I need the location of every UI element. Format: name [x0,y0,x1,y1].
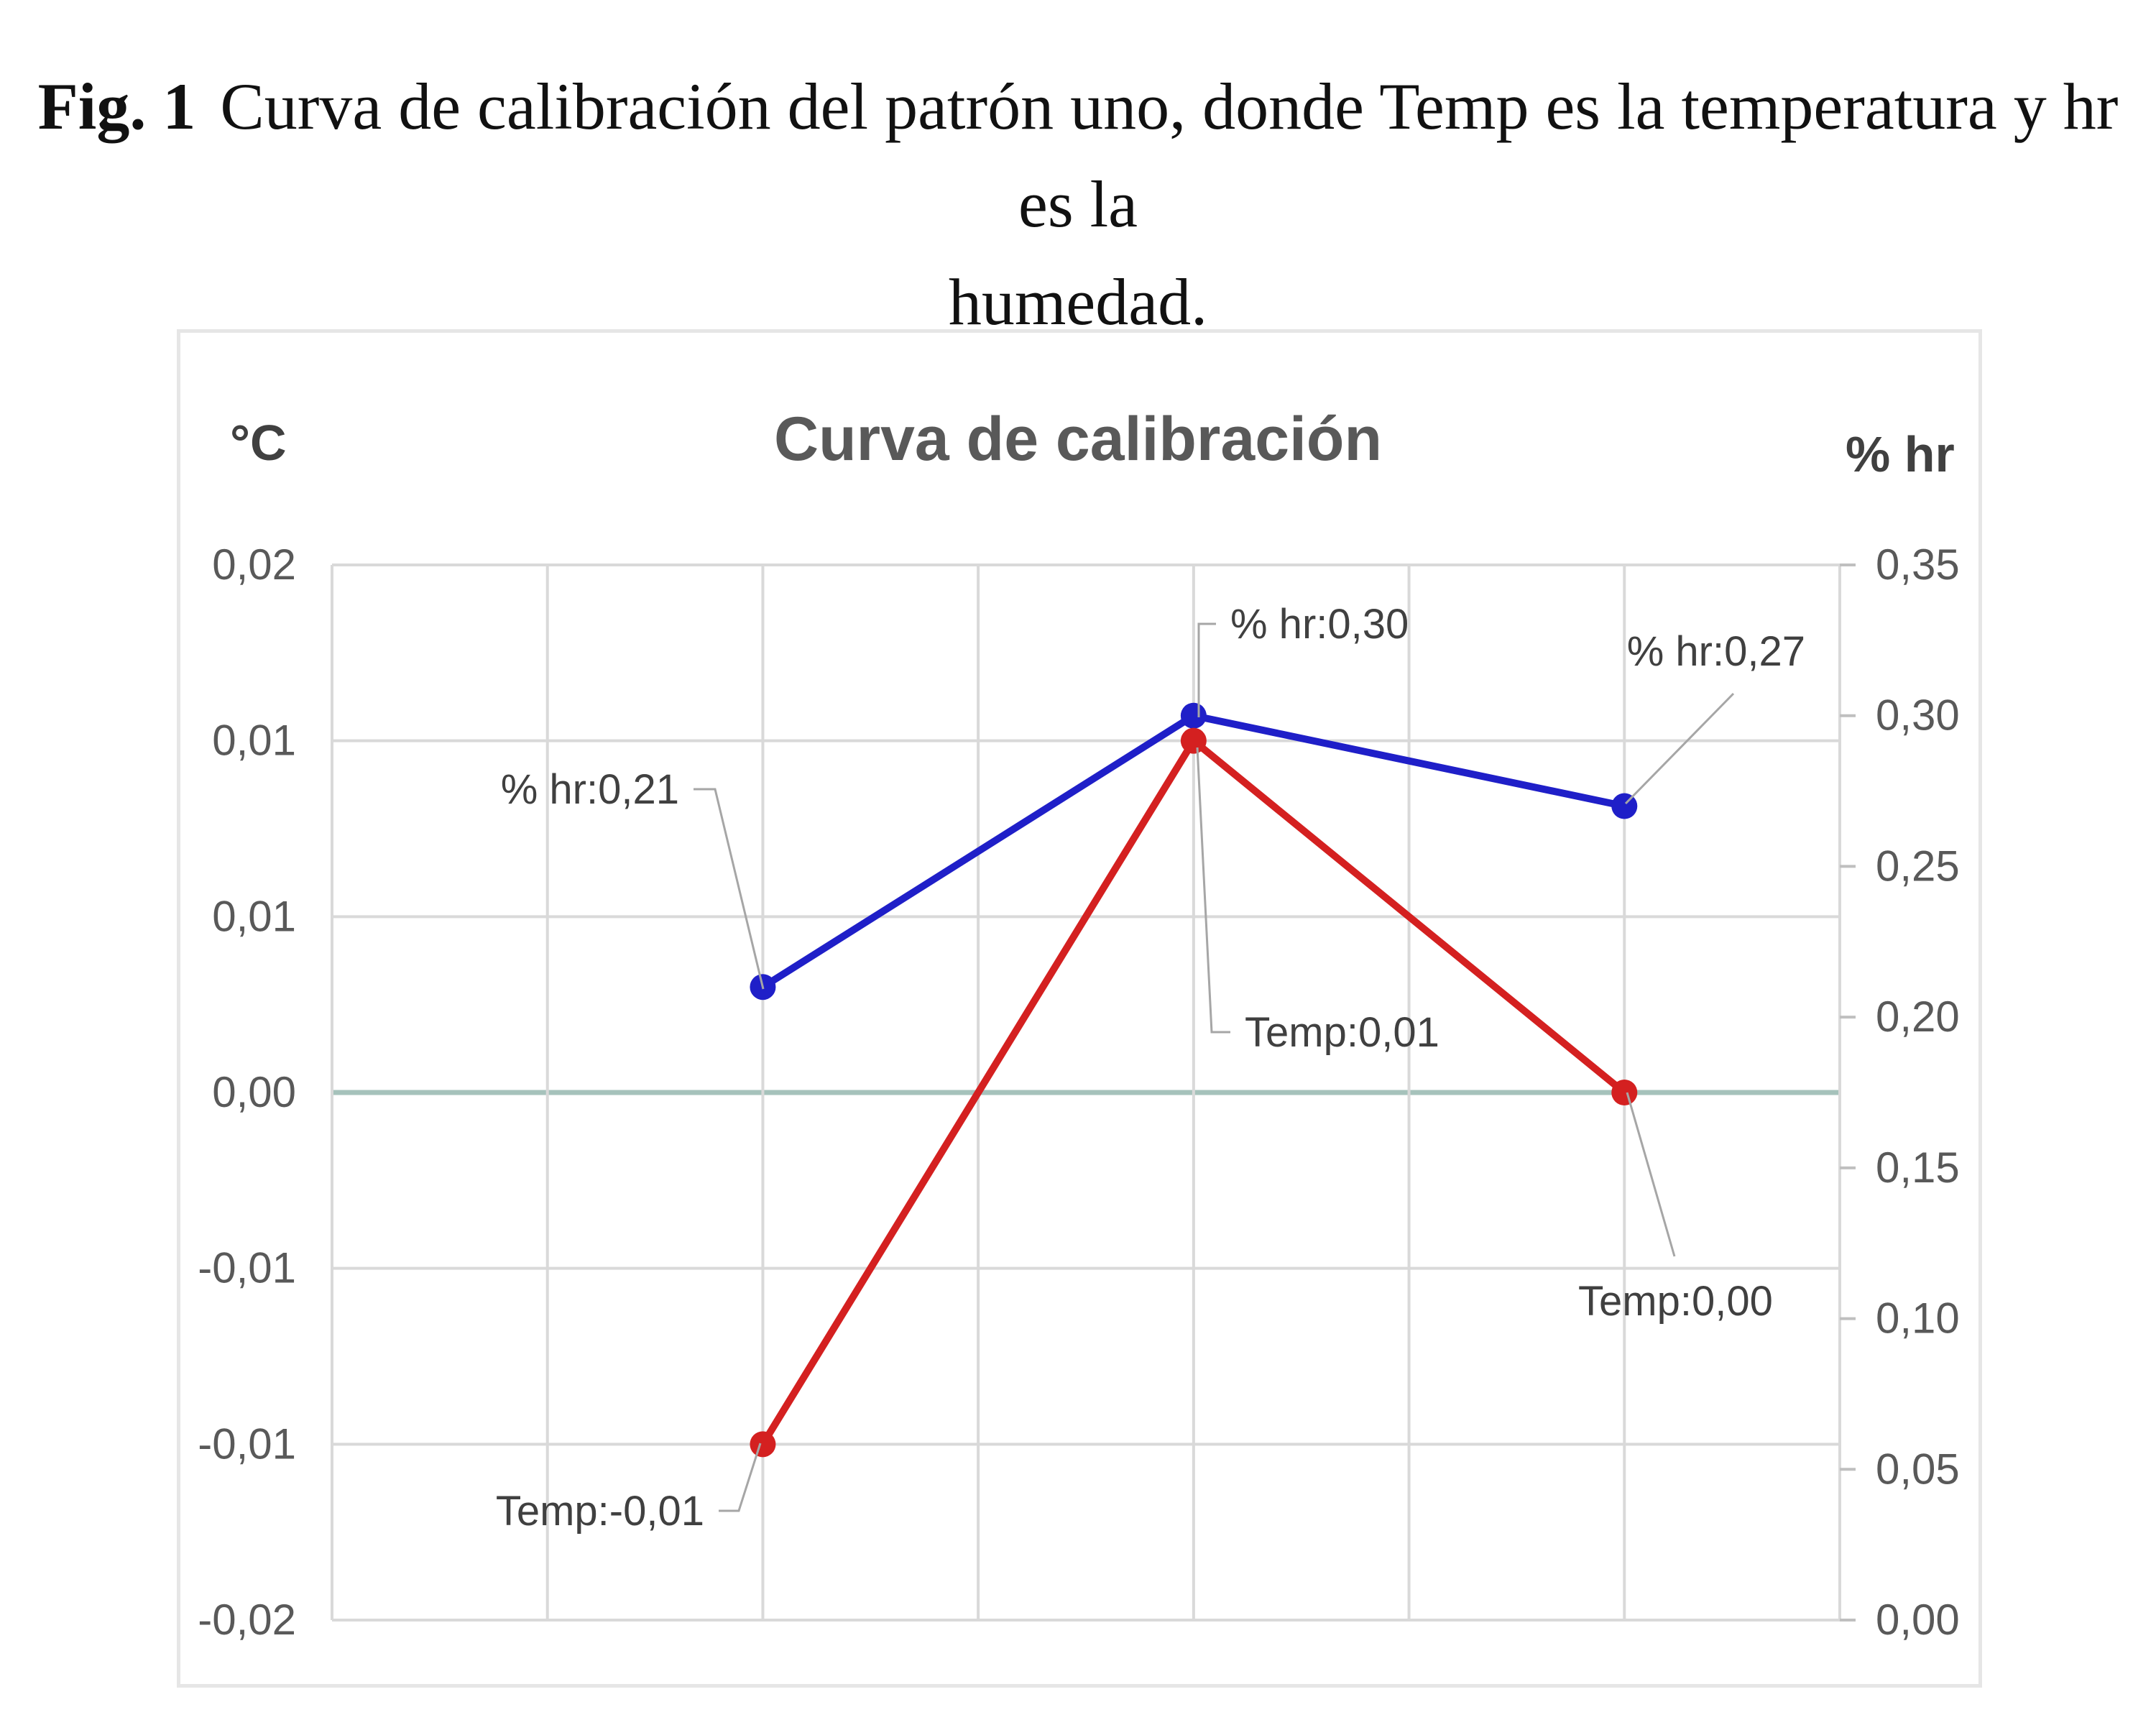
y-left-tick-label: 0,00 [212,1068,296,1116]
y-right-tick-label: 0,20 [1876,993,1960,1041]
leader-line [719,1443,762,1512]
chart-frame [177,329,1982,1688]
data-label-pct-hr: % hr:0,21 [501,766,679,813]
leader-line [1626,1092,1676,1257]
figure-caption: Fig. 1 Curva de calibración del patrón un… [29,58,2127,351]
y-right-tick-label: 0,00 [1876,1596,1960,1644]
y-right-tick-label: 0,05 [1876,1445,1960,1493]
y-right-tick-label: 0,25 [1876,842,1960,890]
y-left-tick-label: -0,02 [198,1596,296,1644]
leader-line [1196,747,1230,1034]
chart-title: Curva de calibración [774,405,1382,474]
leader-line [1197,622,1216,717]
data-label-pct-hr: % hr:0,27 [1627,628,1805,675]
data-point-pct-hr [1180,702,1207,729]
y-left-tick-label: 0,01 [212,717,296,765]
y-right-tick-label: 0,30 [1876,691,1960,740]
y-right-tick-label: 0,35 [1876,540,1960,589]
y-left-tick-label: -0,01 [198,1244,296,1292]
caption-line-2: humedad. [948,265,1208,339]
y-left-unit: °C [230,415,287,471]
data-point-temp [750,1431,776,1458]
data-point-temp [1180,727,1207,754]
data-point-temp [1611,1080,1638,1105]
y-left-tick-label: 0,02 [212,540,296,589]
data-label-temp: Temp:0,01 [1245,1009,1439,1056]
y-left-tick-label: 0,01 [212,892,296,940]
figure-number: Fig. 1 [37,70,196,143]
data-label-temp: Temp:0,00 [1578,1278,1773,1325]
y-right-unit: % hr [1846,426,1955,482]
data-label-pct-hr: % hr:0,30 [1230,601,1409,648]
leader-line [1624,692,1735,805]
y-right-tick-label: 0,10 [1876,1294,1960,1343]
data-label-temp: Temp:-0,01 [496,1488,704,1535]
y-left-tick-label: -0,01 [198,1420,296,1468]
leader-line [694,788,765,990]
caption-line-1: Curva de calibración del patrón uno, don… [220,70,2119,241]
y-right-tick-label: 0,15 [1876,1144,1960,1192]
